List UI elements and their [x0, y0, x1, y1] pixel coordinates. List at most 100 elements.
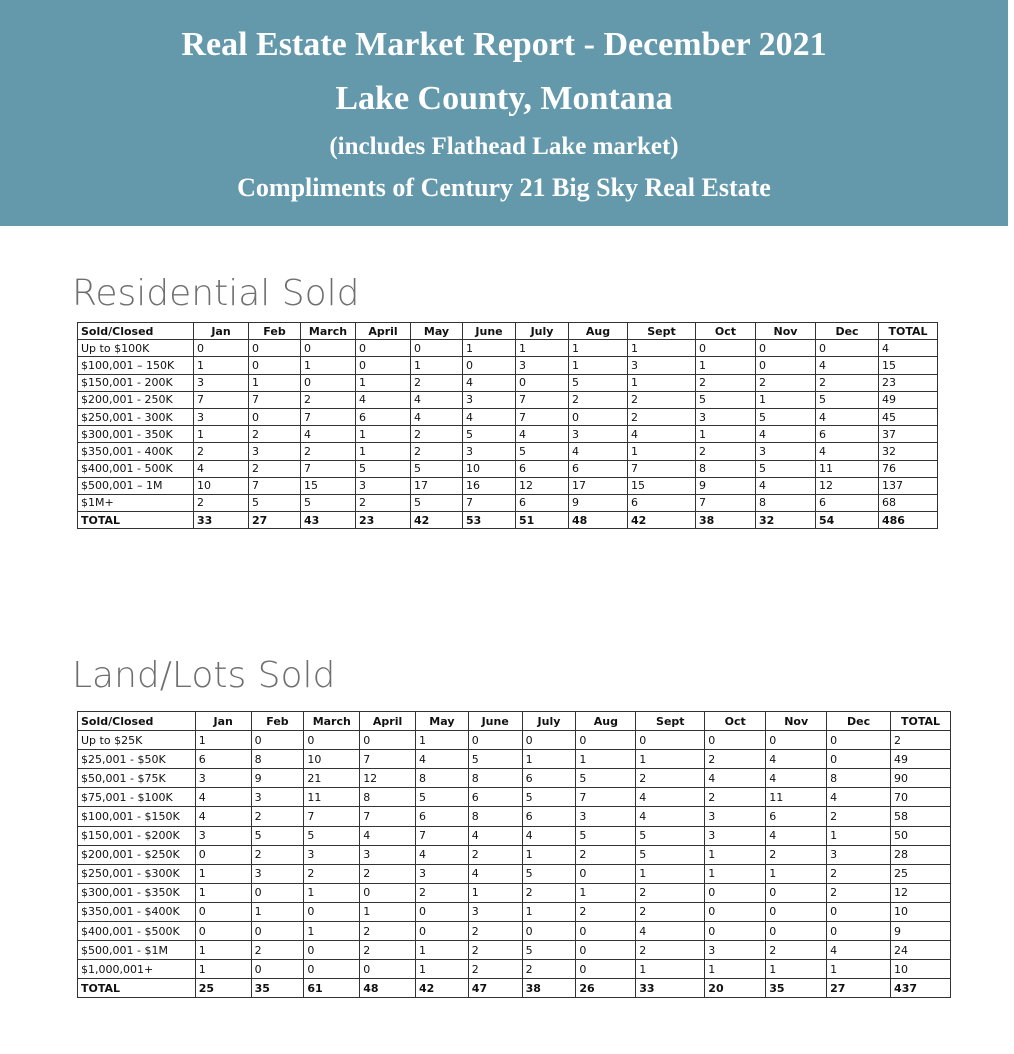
cell: 0: [194, 901, 252, 923]
cell: 37: [878, 425, 938, 444]
cell: 54: [815, 511, 879, 530]
cell: 2: [755, 373, 816, 392]
cell: 11: [815, 459, 879, 478]
row-label: $100,001 – 150K: [77, 356, 194, 375]
cell: 1: [248, 373, 301, 392]
cell: 2: [765, 844, 828, 865]
cell: 4: [410, 390, 463, 409]
cell: 20: [704, 978, 767, 999]
cell: 9: [695, 476, 756, 495]
cell: 0: [359, 959, 417, 980]
cell: 68: [878, 493, 938, 513]
cell: 3: [303, 844, 361, 865]
cell: 9: [250, 768, 305, 789]
row-label: $200,001 - $250K: [77, 844, 196, 865]
cell: 0: [193, 339, 249, 358]
cell: Feb: [250, 710, 305, 732]
cell: 5: [568, 373, 628, 392]
cell: 0: [250, 730, 305, 751]
cell: 0: [359, 882, 417, 903]
cell: 3: [194, 768, 252, 789]
table-row: $1,000,001+ 1 0 0 0 1 2 2 0 1 1 1 1 10: [77, 959, 951, 980]
cell: 10: [890, 901, 951, 923]
cell: 1: [415, 940, 469, 961]
table-row: $250,001 - $300K 1 3 2 2 3 4 5 0 1 1 1 2 25: [77, 863, 951, 884]
cell: 4: [521, 825, 577, 846]
cell: 5: [248, 493, 301, 513]
cell: 58: [890, 806, 951, 827]
cell: 3: [704, 825, 767, 846]
cell: 2: [410, 442, 463, 461]
cell: 4: [627, 425, 696, 444]
cell: July: [521, 710, 577, 732]
cell: 3: [568, 425, 628, 444]
cell: 17: [410, 476, 463, 495]
cell: 4: [635, 806, 706, 827]
cell: 4: [415, 749, 469, 770]
cell: 5: [410, 459, 463, 478]
cell: 42: [627, 511, 696, 530]
cell: 1: [515, 339, 569, 358]
cell: 5: [467, 749, 523, 770]
cell: 7: [248, 476, 301, 495]
cell: 2: [568, 390, 628, 409]
cell: 21: [303, 768, 361, 789]
cell: 7: [193, 390, 249, 409]
cell: 8: [755, 493, 816, 513]
cell: 17: [568, 476, 628, 495]
cell: 1: [704, 863, 767, 884]
cell: 3: [193, 373, 249, 392]
cell: 7: [359, 806, 417, 827]
cell: 0: [462, 356, 516, 375]
cell: 7: [415, 825, 469, 846]
cell: 9: [890, 921, 951, 942]
cell: 1: [521, 844, 577, 865]
cell: 11: [765, 787, 828, 808]
cell: June: [462, 321, 516, 341]
cell: 7: [300, 459, 356, 478]
table-row: $400,001 - 500K 4 2 7 5 5 10 6 6 7 8 5 11 76: [77, 459, 938, 478]
cell: 0: [194, 844, 252, 865]
cell: 2: [359, 863, 417, 884]
cell: 0: [248, 407, 301, 427]
cell: 6: [815, 425, 879, 444]
cell: 1: [568, 356, 628, 375]
cell: 4: [765, 768, 828, 789]
cell: Oct: [695, 321, 756, 341]
cell: 4: [815, 407, 879, 427]
table-row: $100,001 – 150K 1 0 1 0 1 0 3 1 3 1 0 4 15: [77, 356, 938, 375]
table-row: $250,001 - 300K 3 0 7 6 4 4 7 0 2 3 5 4 45: [77, 407, 938, 427]
cell: 5: [415, 787, 469, 808]
cell: 1: [627, 442, 696, 461]
table-row: TOTAL 33 27 43 23 42 53 51 48 42 38 32 54 486: [77, 511, 938, 530]
table-row: Up to $100K 0 0 0 0 0 1 1 1 1 0 0 0 4: [77, 339, 938, 358]
cell: 2: [575, 901, 637, 923]
cell: 0: [194, 921, 252, 942]
cell: 3: [826, 844, 892, 865]
cell: 3: [704, 940, 767, 961]
cell: 4: [467, 825, 523, 846]
row-label: $250,001 - $300K: [77, 863, 196, 884]
cell: 2: [355, 493, 411, 513]
cell: 76: [878, 459, 938, 478]
cell: 5: [462, 425, 516, 444]
cell: 2: [467, 959, 523, 980]
cell: 2: [410, 373, 463, 392]
cell: 4: [815, 442, 879, 461]
cell: 6: [355, 407, 411, 427]
cell: 50: [890, 825, 951, 846]
cell: 6: [515, 493, 569, 513]
cell: 486: [878, 511, 938, 530]
cell: 0: [575, 940, 637, 961]
report-credit: Compliments of Century 21 Big Sky Real E…: [237, 173, 771, 202]
cell: 2: [250, 844, 305, 865]
table-row: $75,001 - $100K 4 3 11 8 5 6 5 7 4 2 11 4 70: [77, 787, 951, 808]
table-row: $300,001 - $350K 1 0 1 0 2 1 2 1 2 0 0 2 12: [77, 882, 951, 903]
cell: 6: [765, 806, 828, 827]
cell: 4: [765, 825, 828, 846]
cell: Sept: [635, 710, 706, 732]
cell: April: [359, 710, 417, 732]
cell: 2: [627, 390, 696, 409]
cell: 6: [815, 493, 879, 513]
cell: 1: [194, 882, 252, 903]
